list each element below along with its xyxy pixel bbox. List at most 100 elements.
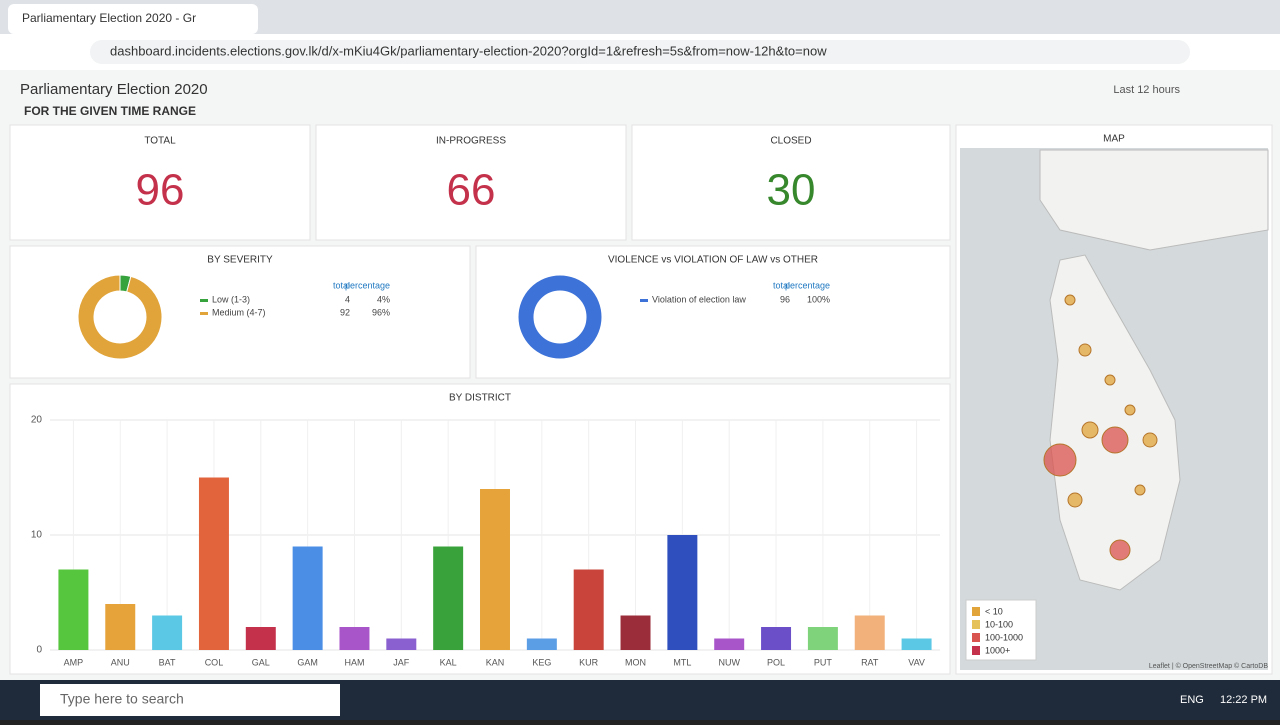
address-bar[interactable]	[90, 40, 1190, 64]
legend-header: total	[333, 280, 350, 290]
map-legend-label: 1000+	[985, 645, 1010, 655]
bar	[667, 535, 698, 650]
legend-swatch	[972, 607, 980, 616]
x-tick-label: RAT	[861, 657, 879, 667]
tab[interactable]	[8, 4, 258, 34]
legend-total: 4	[345, 294, 350, 304]
x-tick-label: PUT	[814, 657, 833, 667]
panel	[9, 124, 311, 241]
map-title: MAP	[1103, 134, 1125, 145]
url: dashboard.incidents.elections.gov.lk/d/x…	[110, 43, 827, 58]
legend-total: 96	[780, 294, 790, 304]
x-tick-label: MTL	[673, 657, 691, 667]
legend-swatch	[972, 620, 980, 629]
bar	[901, 638, 932, 650]
bar	[386, 638, 417, 650]
x-tick-label: AMP	[64, 657, 84, 667]
stat-value: 30	[767, 166, 816, 215]
map-marker	[1134, 484, 1146, 496]
bar	[198, 477, 229, 650]
land-north	[1039, 149, 1269, 251]
language: ENG	[1180, 694, 1204, 706]
map-marker	[1124, 404, 1136, 416]
x-tick-label: VAV	[908, 657, 925, 667]
map-legend-label: 10-100	[985, 619, 1013, 629]
stat-value: 96	[136, 166, 185, 215]
bar	[714, 638, 745, 650]
map-marker	[1064, 294, 1076, 306]
panel	[631, 124, 951, 241]
map-legend-label: < 10	[985, 606, 1003, 616]
x-tick-label: HAM	[344, 657, 364, 667]
y-tick-label: 10	[31, 530, 43, 541]
panel	[315, 124, 627, 241]
legend-swatch	[972, 633, 980, 642]
legend-name: Medium (4-7)	[212, 307, 266, 317]
stat-label: CLOSED	[770, 136, 811, 147]
bar	[105, 604, 136, 650]
x-tick-label: KAN	[486, 657, 505, 667]
section-title: FOR THE GIVEN TIME RANGE	[24, 104, 196, 118]
map-marker	[1142, 432, 1158, 448]
x-tick-label: MON	[625, 657, 646, 667]
legend-swatch	[972, 646, 980, 655]
y-tick-label: 20	[31, 415, 43, 426]
bar	[854, 615, 885, 650]
bar	[761, 627, 792, 650]
legend-percent: 96%	[372, 307, 390, 317]
map-marker	[1043, 443, 1077, 477]
map-marker	[1109, 539, 1131, 561]
legend-percent: 100%	[807, 294, 830, 304]
panel-title: VIOLENCE vs VIOLATION OF LAW vs OTHER	[608, 255, 818, 266]
dashboard-title: Parliamentary Election 2020	[20, 81, 208, 98]
x-tick-label: COL	[205, 657, 224, 667]
bar	[292, 546, 323, 650]
map-marker	[1067, 492, 1083, 508]
bar	[433, 546, 464, 650]
x-tick-label: KAL	[440, 657, 457, 667]
x-tick-label: POL	[767, 657, 785, 667]
bar	[807, 627, 838, 650]
donut-slice	[517, 274, 603, 360]
map-attribution: Leaflet | © OpenStreetMap © CartoDB	[1149, 662, 1268, 670]
bar	[339, 627, 370, 650]
x-tick-label: JAF	[393, 657, 410, 667]
map-marker	[1081, 421, 1099, 439]
bar	[245, 627, 276, 650]
legend-header: percentage	[785, 280, 830, 290]
legend-percent: 4%	[377, 294, 390, 304]
x-tick-label: KEG	[532, 657, 551, 667]
legend-header: percentage	[345, 280, 390, 290]
bar	[58, 569, 89, 650]
x-tick-label: KUR	[579, 657, 599, 667]
map-marker	[1078, 343, 1092, 357]
map-legend-label: 100-1000	[985, 632, 1023, 642]
panel	[475, 245, 951, 379]
search-box[interactable]	[40, 684, 340, 716]
map-marker	[1101, 426, 1129, 454]
x-tick-label: BAT	[159, 657, 176, 667]
legend-header: total	[773, 280, 790, 290]
x-tick-label: GAL	[252, 657, 270, 667]
panel-title: BY SEVERITY	[207, 255, 273, 266]
legend-name: Violation of election law	[652, 294, 746, 304]
stat-label: IN-PROGRESS	[436, 136, 506, 147]
x-tick-label: NUW	[718, 657, 740, 667]
y-tick-label: 0	[36, 645, 42, 656]
x-tick-label: ANU	[111, 657, 130, 667]
bar	[152, 615, 183, 650]
tab-title: Parliamentary Election 2020 - Gr	[22, 11, 196, 25]
bar	[620, 615, 651, 650]
stat-value: 66	[447, 166, 496, 215]
land	[1049, 254, 1181, 591]
legend-swatch	[640, 299, 648, 302]
chart-title: BY DISTRICT	[449, 393, 511, 404]
legend-swatch	[200, 312, 208, 315]
stat-label: TOTAL	[144, 136, 176, 147]
time-picker[interactable]: Last 12 hours	[1113, 84, 1180, 96]
bar	[526, 638, 557, 650]
legend-total: 92	[340, 307, 350, 317]
search: Type here to search	[60, 691, 184, 707]
